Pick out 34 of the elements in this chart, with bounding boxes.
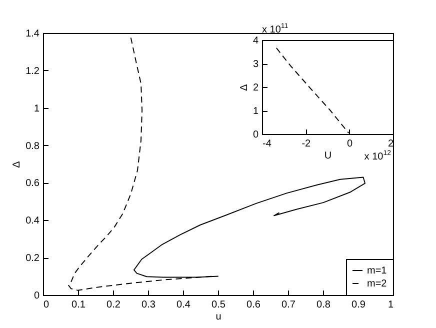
y-tick-label: 2 xyxy=(252,82,259,94)
legend-label: m=2 xyxy=(367,278,388,290)
annotation: x 10$^{11}$ xyxy=(262,23,288,36)
y-tick-label: 0.6 xyxy=(26,178,40,190)
x-tick-label: 0.3 xyxy=(142,300,156,310)
y-tick-label: 0.2 xyxy=(26,253,40,264)
x-tick-label: 0.8 xyxy=(316,300,331,310)
legend-label: m=1 xyxy=(367,266,388,276)
y-tick-label: 0.4 xyxy=(26,216,40,227)
x-tick-label: 0 xyxy=(347,138,354,150)
x-tick-label: 0.1 xyxy=(72,300,86,310)
x-tick-label: 2 xyxy=(388,138,394,150)
x-tick-label: 0.5 xyxy=(212,300,226,310)
y-tick-label: 3 xyxy=(252,59,259,70)
annotation: x 10$^{12}$ xyxy=(364,150,391,162)
x-tick-label: 0.4 xyxy=(176,300,191,310)
y-tick-label: 1.4 xyxy=(26,28,40,40)
x-tick-label: -4 xyxy=(262,138,272,150)
y-axis-title: Δ xyxy=(12,160,23,168)
y-tick-label: 4 xyxy=(252,36,259,46)
x-tick-label: 0 xyxy=(44,300,50,310)
y-tick-label: 1.2 xyxy=(26,66,40,77)
x-tick-label: -2 xyxy=(302,138,312,150)
x-axis-title: u xyxy=(216,312,222,322)
x-tick-label: 1 xyxy=(388,300,394,310)
x-tick-label: 0.2 xyxy=(106,300,121,310)
y-axis-title: Δ xyxy=(238,84,250,91)
y-tick-label: 0 xyxy=(252,130,259,140)
y-tick-label: 1 xyxy=(34,103,40,114)
x-axis-title: U xyxy=(324,150,332,162)
y-tick-label: 1 xyxy=(252,106,259,117)
x-tick-label: 0.7 xyxy=(282,300,296,310)
y-tick-label: 0 xyxy=(34,290,40,302)
x-tick-label: 0.9 xyxy=(352,300,366,310)
